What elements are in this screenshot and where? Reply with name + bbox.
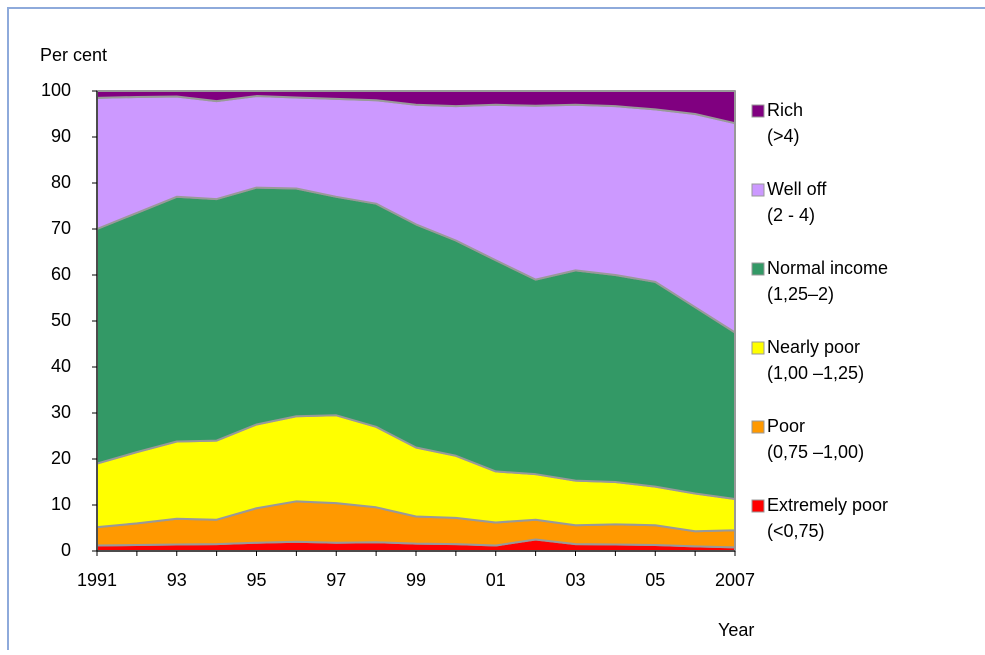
- y-tick-label: 70: [51, 218, 71, 238]
- y-tick-label: 20: [51, 448, 71, 468]
- x-tick-label: 01: [486, 570, 506, 590]
- legend-swatch: [751, 420, 765, 434]
- legend-swatch: [751, 499, 765, 513]
- x-tick-label: 93: [167, 570, 187, 590]
- legend-range: (2 - 4): [767, 205, 815, 225]
- x-tick-label: 97: [326, 570, 346, 590]
- y-tick-label: 10: [51, 494, 71, 514]
- y-tick-label: 30: [51, 402, 71, 422]
- x-tick-label: 99: [406, 570, 426, 590]
- legend-label: Rich: [767, 100, 803, 120]
- x-tick-label: 03: [565, 570, 585, 590]
- legend-label: Poor: [767, 416, 805, 436]
- legend-range: (0,75 –1,00): [767, 442, 864, 462]
- legend-swatch: [751, 104, 765, 118]
- y-tick-label: 40: [51, 356, 71, 376]
- y-tick-label: 80: [51, 172, 71, 192]
- frame: [7, 7, 985, 655]
- legend-swatch: [751, 262, 765, 276]
- y-tick-label: 90: [51, 126, 71, 146]
- y-tick-label: 0: [61, 540, 71, 560]
- legend-label: Normal income: [767, 258, 888, 278]
- x-tick-label: 1991: [77, 570, 117, 590]
- x-tick-label: 95: [246, 570, 266, 590]
- legend-range: (<0,75): [767, 521, 825, 541]
- y-tick-label: 100: [41, 80, 71, 100]
- legend-range: (>4): [767, 126, 800, 146]
- area: [96, 90, 736, 125]
- x-tick-label: 2007: [715, 570, 755, 590]
- y-axis-label: Per cent: [40, 45, 107, 65]
- legend-label: Well off: [767, 179, 827, 199]
- x-tick-label: 05: [645, 570, 665, 590]
- legend-swatch: [751, 341, 765, 355]
- x-axis-label: Year: [718, 620, 754, 640]
- y-tick-label: 50: [51, 310, 71, 330]
- legend-range: (1,25–2): [767, 284, 834, 304]
- legend-label: Extremely poor: [767, 495, 888, 515]
- legend-range: (1,00 –1,25): [767, 363, 864, 383]
- legend-swatch: [751, 183, 765, 197]
- legend-label: Nearly poor: [767, 337, 860, 357]
- y-tick-label: 60: [51, 264, 71, 284]
